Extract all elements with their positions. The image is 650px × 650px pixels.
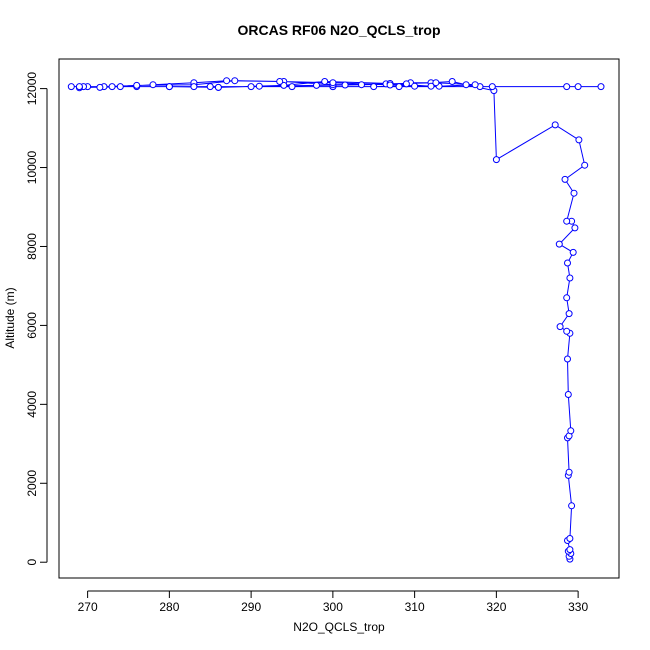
data-point <box>488 83 496 91</box>
y-axis-label: Altitude (m) <box>3 287 17 348</box>
data-point <box>569 248 577 256</box>
x-tick-label: 330 <box>568 600 588 614</box>
data-point <box>565 468 573 476</box>
data-point <box>402 80 410 88</box>
data-point <box>280 81 288 89</box>
data-point <box>566 535 574 542</box>
data-point <box>492 156 500 164</box>
series <box>67 77 605 563</box>
x-tick-label: 280 <box>159 600 179 614</box>
data-point <box>565 310 573 318</box>
x-tick-label: 290 <box>241 600 261 614</box>
data-point <box>341 81 349 89</box>
data-point <box>462 81 470 89</box>
y-tick-label: 2000 <box>25 470 39 497</box>
x-tick-label: 310 <box>405 600 425 614</box>
data-point <box>288 83 296 91</box>
plot-frame <box>58 58 620 579</box>
y-tick-label: 4000 <box>25 391 39 418</box>
data-point <box>555 240 563 248</box>
data-point <box>566 274 574 282</box>
data-point <box>223 77 231 85</box>
data-point <box>67 83 75 91</box>
data-point <box>570 189 578 197</box>
data-point <box>149 81 157 89</box>
data-point <box>411 82 419 90</box>
plot-border <box>58 58 620 579</box>
x-axis: 270 280 290 300 310 320 330 <box>78 590 588 614</box>
data-point <box>575 136 583 144</box>
data-point <box>427 82 435 90</box>
data-point <box>564 355 571 363</box>
x-axis-label: N2O_QCLS_trop <box>293 620 385 634</box>
data-point <box>206 83 214 91</box>
data-point <box>571 224 579 232</box>
data-point <box>358 81 365 89</box>
y-tick-label: 6000 <box>25 312 39 339</box>
data-point <box>255 82 263 90</box>
data-point <box>566 546 574 554</box>
data-point <box>448 78 456 85</box>
data-point <box>96 83 104 91</box>
data-point <box>321 78 329 85</box>
data-point <box>574 83 582 91</box>
data-point <box>564 259 571 267</box>
data-point <box>190 83 198 91</box>
x-tick-label: 320 <box>486 600 506 614</box>
data-point <box>568 502 576 510</box>
data-point <box>108 83 116 91</box>
data-point <box>75 83 83 91</box>
y-tick-label: 8000 <box>25 233 39 260</box>
data-point <box>231 77 239 85</box>
data-point <box>165 83 173 91</box>
y-tick-label: 0 <box>25 559 39 566</box>
data-point <box>116 83 124 91</box>
data-point <box>313 81 320 89</box>
data-point <box>471 81 479 89</box>
series-line <box>71 80 601 560</box>
data-point <box>581 161 589 169</box>
data-point <box>563 327 571 335</box>
data-point <box>395 83 403 91</box>
data-point <box>370 83 378 91</box>
data-point <box>432 79 440 87</box>
data-point <box>567 427 575 435</box>
chart-title: ORCAS RF06 N2O_QCLS_trop <box>237 22 440 38</box>
x-tick-label: 300 <box>323 600 343 614</box>
data-point <box>214 83 222 91</box>
data-point <box>133 81 141 89</box>
x-tick-label: 270 <box>78 600 98 614</box>
y-axis: 0 2000 4000 6000 8000 10000 12000 <box>25 72 48 566</box>
data-point <box>563 294 571 302</box>
data-point <box>247 83 255 91</box>
data-point <box>597 83 605 91</box>
data-point <box>329 79 337 87</box>
data-point <box>561 175 569 183</box>
y-tick-label: 12000 <box>25 72 39 106</box>
data-point <box>564 391 572 398</box>
data-point <box>563 217 571 225</box>
data-point <box>276 78 284 85</box>
data-point <box>386 81 394 89</box>
y-tick-label: 10000 <box>25 151 39 185</box>
data-point <box>551 121 559 129</box>
data-point <box>556 323 564 331</box>
data-point <box>563 83 571 91</box>
